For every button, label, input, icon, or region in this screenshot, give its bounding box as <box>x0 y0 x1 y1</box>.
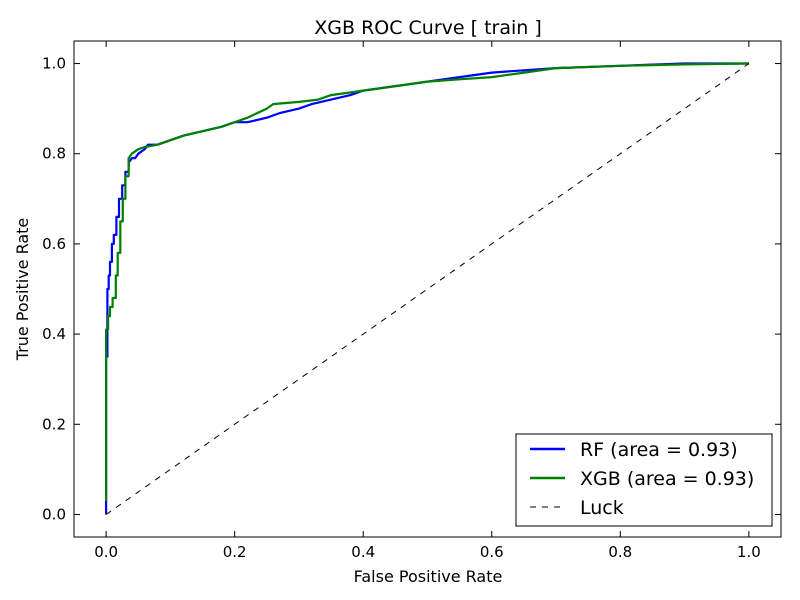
plot-frame <box>73 40 782 538</box>
x-tick-label: 0.4 <box>351 543 375 561</box>
y-tick-label: 0.2 <box>42 415 66 433</box>
y-axis-label: True Positive Rate <box>13 218 32 362</box>
x-tick-label: 1.0 <box>737 543 761 561</box>
chart-title: XGB ROC Curve [ train ] <box>314 17 542 39</box>
y-tick-label: 0.6 <box>42 235 66 253</box>
legend: RF (area = 0.93) XGB (area = 0.93) Luck <box>515 433 773 527</box>
series-line-2 <box>104 62 749 501</box>
legend-label-1: RF (area = 0.93) <box>580 439 738 461</box>
axis-ticks: 0.0 0.2 0.4 0.6 0.8 1.0 0.0 0.2 0.4 0.6 0.8 1.0 <box>42 41 781 561</box>
y-tick-label: 0.0 <box>42 505 66 523</box>
x-tick-label: 0.6 <box>480 543 504 561</box>
x-tick-label: 0.8 <box>608 543 632 561</box>
x-axis-label: False Positive Rate <box>354 567 503 586</box>
y-tick-label: 0.4 <box>42 325 66 343</box>
plot-area <box>104 62 750 515</box>
legend-label-3: Luck <box>580 497 624 519</box>
x-tick-label: 0.0 <box>94 543 118 561</box>
y-tick-label: 0.8 <box>42 145 66 163</box>
x-tick-label: 0.2 <box>223 543 247 561</box>
y-tick-label: 1.0 <box>42 55 66 73</box>
legend-label-2: XGB (area = 0.93) <box>580 468 754 490</box>
